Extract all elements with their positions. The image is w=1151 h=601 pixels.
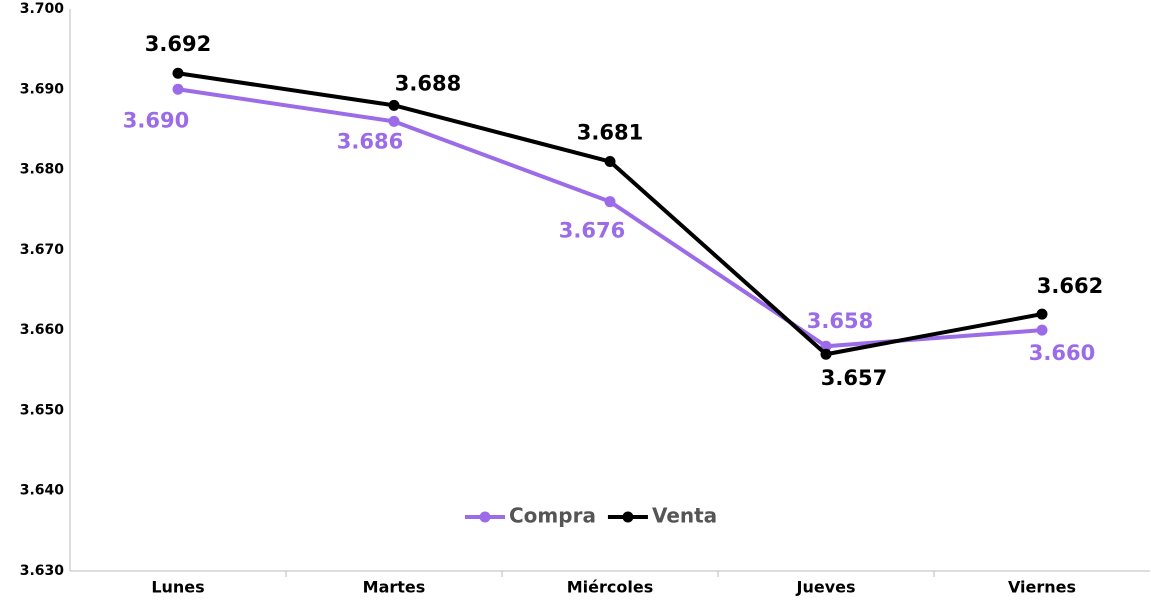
- value-label: 3.690: [123, 108, 189, 132]
- value-label: 3.658: [807, 309, 873, 333]
- x-tick-label: Martes: [363, 578, 426, 597]
- x-tick-label: Viernes: [1008, 578, 1076, 597]
- legend-marker: [622, 511, 634, 523]
- y-tick-label: 3.650: [20, 402, 65, 418]
- point: [388, 115, 400, 127]
- point: [388, 99, 400, 111]
- value-label: 3.688: [395, 71, 461, 95]
- y-tick-label: 3.660: [20, 322, 65, 338]
- y-tick-label: 3.640: [20, 483, 65, 499]
- value-label: 3.686: [337, 129, 403, 153]
- point: [1036, 324, 1048, 336]
- point: [172, 67, 184, 79]
- value-label: 3.660: [1029, 341, 1095, 365]
- point: [604, 156, 616, 168]
- value-label: 3.676: [559, 219, 625, 243]
- point: [604, 196, 616, 208]
- series-line: [177, 71, 1043, 357]
- legend-label: Venta: [652, 504, 717, 528]
- legend-label: Compra: [509, 504, 596, 528]
- y-tick-label: 3.700: [20, 1, 65, 17]
- y-tick-label: 3.690: [20, 81, 65, 97]
- legend-marker: [479, 511, 491, 523]
- y-tick-label: 3.670: [20, 242, 65, 258]
- y-tick-label: 3.680: [20, 162, 65, 178]
- x-tick-label: Miércoles: [567, 578, 653, 597]
- value-label: 3.692: [145, 32, 211, 56]
- x-tick-label: Lunes: [151, 578, 204, 597]
- value-label: 3.657: [821, 366, 887, 390]
- value-label: 3.662: [1037, 274, 1103, 298]
- x-tick-label: Jueves: [796, 578, 856, 597]
- point: [1036, 308, 1048, 320]
- point: [820, 348, 832, 360]
- y-tick-label: 3.630: [20, 563, 65, 579]
- point: [820, 340, 832, 352]
- value-label: 3.681: [577, 121, 643, 145]
- point: [172, 83, 184, 95]
